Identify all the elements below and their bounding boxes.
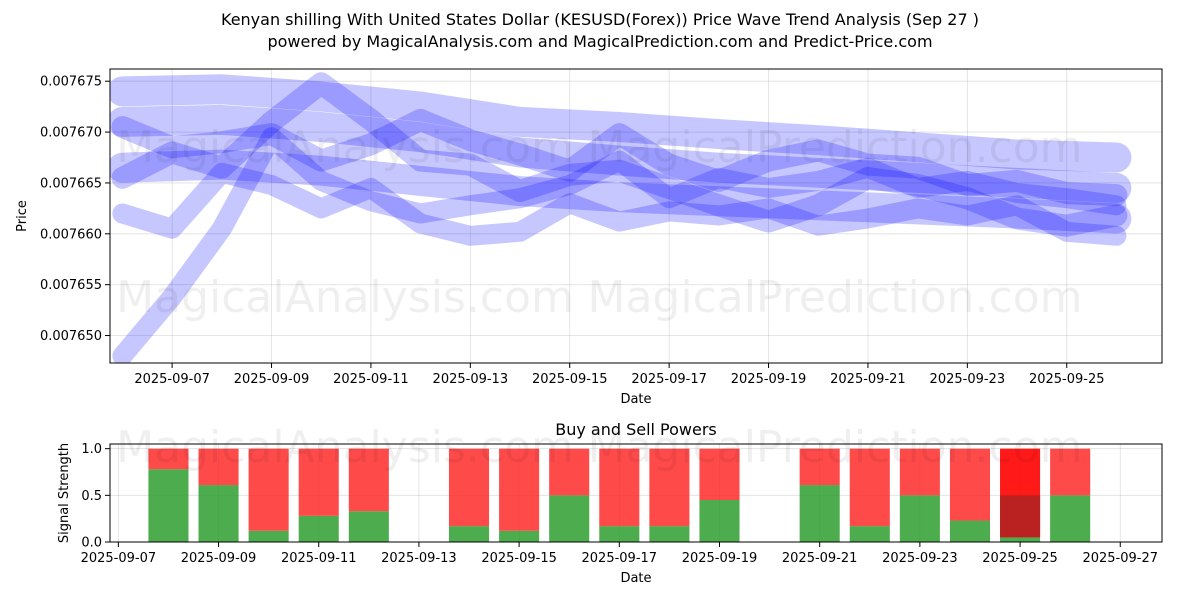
buy-power-bar <box>1050 495 1091 542</box>
sell-power-bar <box>148 448 189 470</box>
buy-power-bar <box>649 526 690 542</box>
sell-power-bar <box>549 448 590 496</box>
buy-power-bar <box>499 530 540 542</box>
power-x-ticks: 2025-09-07 2025-09-09 2025-09-11 2025-09-13… <box>81 542 1158 566</box>
sell-power-bar <box>799 448 840 486</box>
wave-series-line <box>111 108 1128 207</box>
sell-power-bar <box>348 448 389 512</box>
price-y-axis-label: Price <box>15 200 30 232</box>
buy-power-bar <box>849 526 890 542</box>
price-x-tick-label: 2025-09-15 <box>532 372 608 387</box>
power-x-tick-label: 2025-09-27 <box>1082 551 1158 566</box>
sell-power-bar <box>248 448 289 531</box>
strong-signal-overlay-bar <box>1000 495 1041 538</box>
sell-power-bar <box>649 448 690 527</box>
price-x-tick-label: 2025-09-21 <box>830 372 906 387</box>
sell-power-bar <box>949 448 991 521</box>
buy-power-bar <box>799 485 840 542</box>
price-x-tick-label: 2025-09-07 <box>134 372 210 387</box>
wave-series-line <box>110 74 1132 173</box>
watermark-right-bottom: MagicalPrediction.com <box>588 272 1083 323</box>
power-x-tick-label: 2025-09-23 <box>882 551 958 566</box>
power-x-tick-label: 2025-09-09 <box>181 551 257 566</box>
price-wave-chart: MagicalAnalysis.com MagicalPrediction.co… <box>15 68 1163 407</box>
watermark-right-power: MagicalPrediction.com <box>588 422 1083 473</box>
buy-power-bar <box>198 485 239 542</box>
price-y-tick-label: 0.007660 <box>40 227 102 242</box>
power-x-tick-label: 2025-09-21 <box>782 551 858 566</box>
watermark-left-bottom: MagicalAnalysis.com <box>116 272 574 323</box>
power-y-tick-label: 0.0 <box>81 536 102 551</box>
power-plot-frame <box>109 443 1163 543</box>
figure-subtitle: powered by MagicalAnalysis.com and Magic… <box>267 32 933 51</box>
power-x-tick-label: 2025-09-11 <box>281 551 357 566</box>
sell-power-bar <box>499 448 540 531</box>
price-grid <box>110 69 1162 363</box>
wave-series-line <box>112 162 1127 246</box>
buy-power-bar <box>298 515 339 542</box>
power-x-tick-label: 2025-09-15 <box>481 551 557 566</box>
price-waves <box>110 72 1132 363</box>
power-x-tick-label: 2025-09-17 <box>582 551 658 566</box>
price-x-tick-label: 2025-09-23 <box>930 372 1006 387</box>
sell-power-bar <box>599 448 640 527</box>
price-x-tick-label: 2025-09-09 <box>234 372 310 387</box>
price-y-tick-label: 0.007665 <box>40 176 102 191</box>
power-x-tick-label: 2025-09-19 <box>682 551 758 566</box>
power-x-axis-label: Date <box>620 571 651 586</box>
price-x-tick-label: 2025-09-19 <box>731 372 807 387</box>
wave-series-line <box>111 72 1128 237</box>
watermark-right-top: MagicalPrediction.com <box>588 122 1083 173</box>
buy-power-bar <box>248 530 289 542</box>
buy-power-bar <box>549 495 590 542</box>
price-x-tick-label: 2025-09-25 <box>1029 372 1105 387</box>
buy-power-bar <box>348 511 389 542</box>
buy-power-bar <box>599 526 640 542</box>
wave-series-line <box>110 104 1132 203</box>
sell-power-bar <box>899 448 940 496</box>
sell-power-bar <box>198 448 239 486</box>
price-y-tick-label: 0.007670 <box>40 126 102 141</box>
price-x-tick-label: 2025-09-11 <box>333 372 409 387</box>
buy-power-bar <box>949 520 991 542</box>
sell-power-bar <box>849 448 890 527</box>
sell-power-bar <box>448 448 490 527</box>
sell-power-bar <box>1000 448 1041 538</box>
sell-power-bar <box>1050 448 1091 496</box>
wave-series-line <box>110 149 1132 234</box>
wave-series-line <box>112 127 1127 363</box>
figure-title: Kenyan shilling With United States Dolla… <box>221 10 979 29</box>
buy-power-bar <box>1000 537 1041 542</box>
power-chart-title: Buy and Sell Powers <box>555 420 717 439</box>
buy-power-bar <box>699 500 740 542</box>
price-y-tick-label: 0.007650 <box>40 329 102 344</box>
price-x-tick-label: 2025-09-17 <box>631 372 707 387</box>
buy-power-bar <box>448 526 490 542</box>
buy-power-bar <box>899 495 940 542</box>
price-y-tick-label: 0.007675 <box>40 75 102 90</box>
power-y-tick-label: 1.0 <box>81 442 102 457</box>
watermark-left-top: MagicalAnalysis.com <box>116 122 574 173</box>
price-x-tick-label: 2025-09-13 <box>433 372 509 387</box>
sell-power-bar <box>699 448 740 500</box>
power-bars <box>148 448 1091 542</box>
sell-power-bar <box>298 448 339 516</box>
price-plot-frame <box>109 68 1163 364</box>
price-x-axis-label: Date <box>620 392 651 407</box>
power-x-tick-label: 2025-09-07 <box>81 551 157 566</box>
price-y-tick-label: 0.007655 <box>40 278 102 293</box>
price-y-ticks: 0.007650 0.007655 0.007660 0.007665 0.007670… <box>40 75 110 344</box>
power-x-tick-label: 2025-09-13 <box>381 551 457 566</box>
power-y-ticks: 0.0 0.5 1.0 <box>81 442 110 551</box>
power-grid <box>110 444 1162 543</box>
price-x-ticks: 2025-09-07 2025-09-09 2025-09-11 2025-09-13… <box>134 363 1105 387</box>
buy-power-bar <box>148 469 189 542</box>
watermark-left-power: MagicalAnalysis.com <box>116 422 574 473</box>
power-y-tick-label: 0.5 <box>81 489 102 504</box>
power-y-axis-label: Signal Strength <box>57 443 72 543</box>
power-x-tick-label: 2025-09-25 <box>982 551 1058 566</box>
